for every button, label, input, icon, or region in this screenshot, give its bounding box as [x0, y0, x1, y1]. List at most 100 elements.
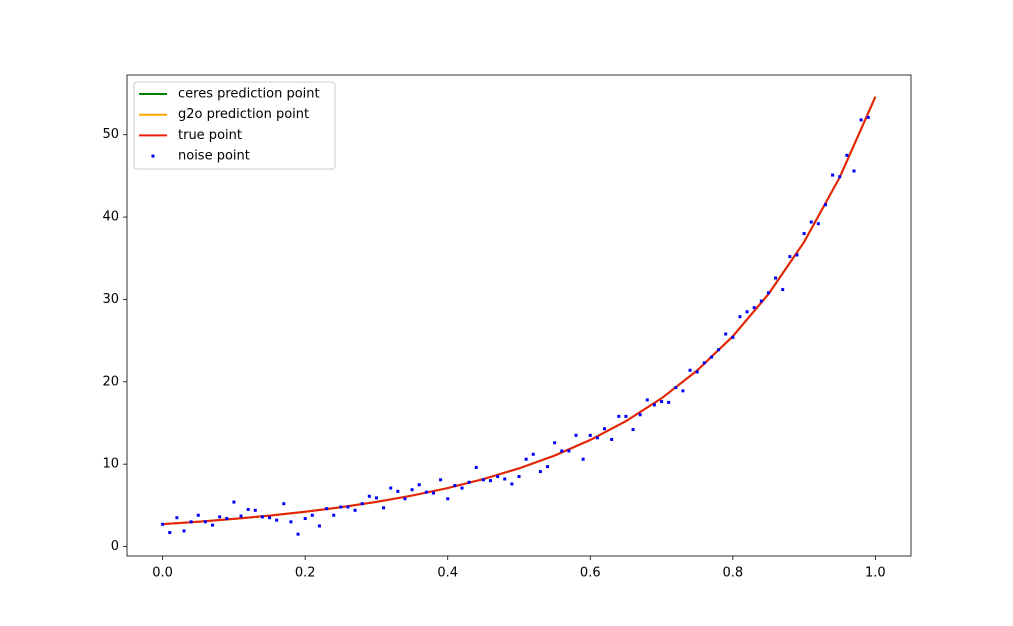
noise-point	[631, 428, 635, 432]
noise-point	[838, 175, 842, 179]
noise-point	[709, 355, 713, 359]
noise-point	[538, 470, 542, 474]
noise-point	[610, 437, 614, 441]
noise-point	[182, 529, 186, 533]
noise-point	[524, 457, 528, 461]
noise-point	[218, 515, 222, 519]
noise-point	[852, 169, 856, 173]
noise-point	[546, 465, 550, 469]
noise-point	[282, 502, 286, 506]
noise-point	[403, 497, 407, 501]
noise-point	[823, 203, 827, 207]
noise-point	[431, 491, 435, 495]
legend-box	[133, 81, 336, 170]
y-tick-label: 30	[102, 292, 119, 307]
noise-point	[367, 494, 371, 498]
y-tick-label: 0	[111, 539, 119, 554]
noise-point	[759, 299, 763, 303]
noise-point	[410, 488, 414, 492]
noise-point	[303, 517, 307, 521]
noise-point	[325, 507, 329, 511]
noise-point	[752, 306, 756, 310]
noise-point	[417, 483, 421, 487]
y-tick-label: 40	[102, 210, 119, 225]
y-tick-label: 10	[102, 457, 119, 472]
noise-point	[275, 518, 279, 522]
noise-point	[389, 486, 393, 490]
noise-point	[510, 482, 514, 486]
y-tick-label: 20	[102, 374, 119, 389]
x-tick-label: 0.6	[580, 566, 601, 581]
noise-point	[595, 436, 599, 440]
noise-point	[866, 115, 870, 119]
noise-point	[481, 478, 485, 482]
noise-point	[816, 222, 820, 226]
legend-swatch	[151, 154, 155, 158]
x-tick-label: 0.0	[152, 566, 173, 581]
noise-point	[168, 531, 172, 535]
noise-point	[296, 532, 300, 536]
noise-point	[531, 452, 535, 456]
noise-point	[652, 403, 656, 407]
noise-point	[260, 515, 264, 519]
noise-point	[831, 173, 835, 177]
noise-point	[788, 255, 792, 259]
noise-point	[496, 475, 500, 479]
noise-point	[360, 502, 364, 506]
noise-point	[453, 484, 457, 488]
noise-point	[688, 368, 692, 372]
noise-point	[446, 497, 450, 501]
noise-point	[253, 508, 257, 512]
noise-point	[467, 480, 471, 484]
noise-point	[196, 513, 200, 517]
noise-point	[374, 496, 378, 500]
noise-point	[745, 310, 749, 314]
noise-point	[681, 389, 685, 393]
x-tick-label: 1.0	[865, 566, 886, 581]
noise-point	[268, 516, 272, 520]
noise-point	[339, 505, 343, 509]
legend-label: g2o prediction point	[178, 107, 309, 122]
noise-point	[809, 220, 813, 224]
noise-point	[161, 522, 165, 526]
noise-point	[560, 449, 564, 453]
noise-point	[731, 335, 735, 339]
noise-point	[802, 232, 806, 236]
noise-point	[439, 478, 443, 482]
noise-point	[617, 414, 621, 418]
noise-point	[382, 506, 386, 510]
noise-point	[225, 517, 229, 521]
noise-point	[460, 486, 464, 490]
noise-point	[588, 433, 592, 437]
noise-point	[645, 398, 649, 402]
noise-point	[702, 361, 706, 365]
x-tick-label: 0.4	[437, 566, 458, 581]
noise-point	[503, 477, 507, 481]
noise-point	[674, 386, 678, 390]
noise-point	[738, 315, 742, 319]
noise-point	[724, 332, 728, 336]
noise-point	[346, 505, 350, 509]
legend-label: true point	[178, 128, 242, 143]
noise-point	[667, 400, 671, 404]
noise-point	[581, 457, 585, 461]
noise-point	[774, 276, 778, 280]
noise-point	[317, 524, 321, 528]
noise-point	[232, 500, 236, 504]
noise-point	[353, 508, 357, 512]
noise-point	[211, 523, 215, 527]
x-tick-label: 0.8	[722, 566, 743, 581]
plot-frame	[126, 74, 912, 557]
noise-point	[845, 153, 849, 157]
noise-point	[781, 288, 785, 292]
noise-point	[695, 370, 699, 374]
noise-point	[567, 449, 571, 453]
noise-point	[175, 516, 179, 520]
noise-point	[766, 291, 770, 295]
x-tick-label: 0.2	[295, 566, 316, 581]
noise-point	[289, 520, 293, 524]
noise-point	[717, 348, 721, 352]
noise-point	[660, 400, 664, 404]
noise-point	[603, 427, 607, 431]
